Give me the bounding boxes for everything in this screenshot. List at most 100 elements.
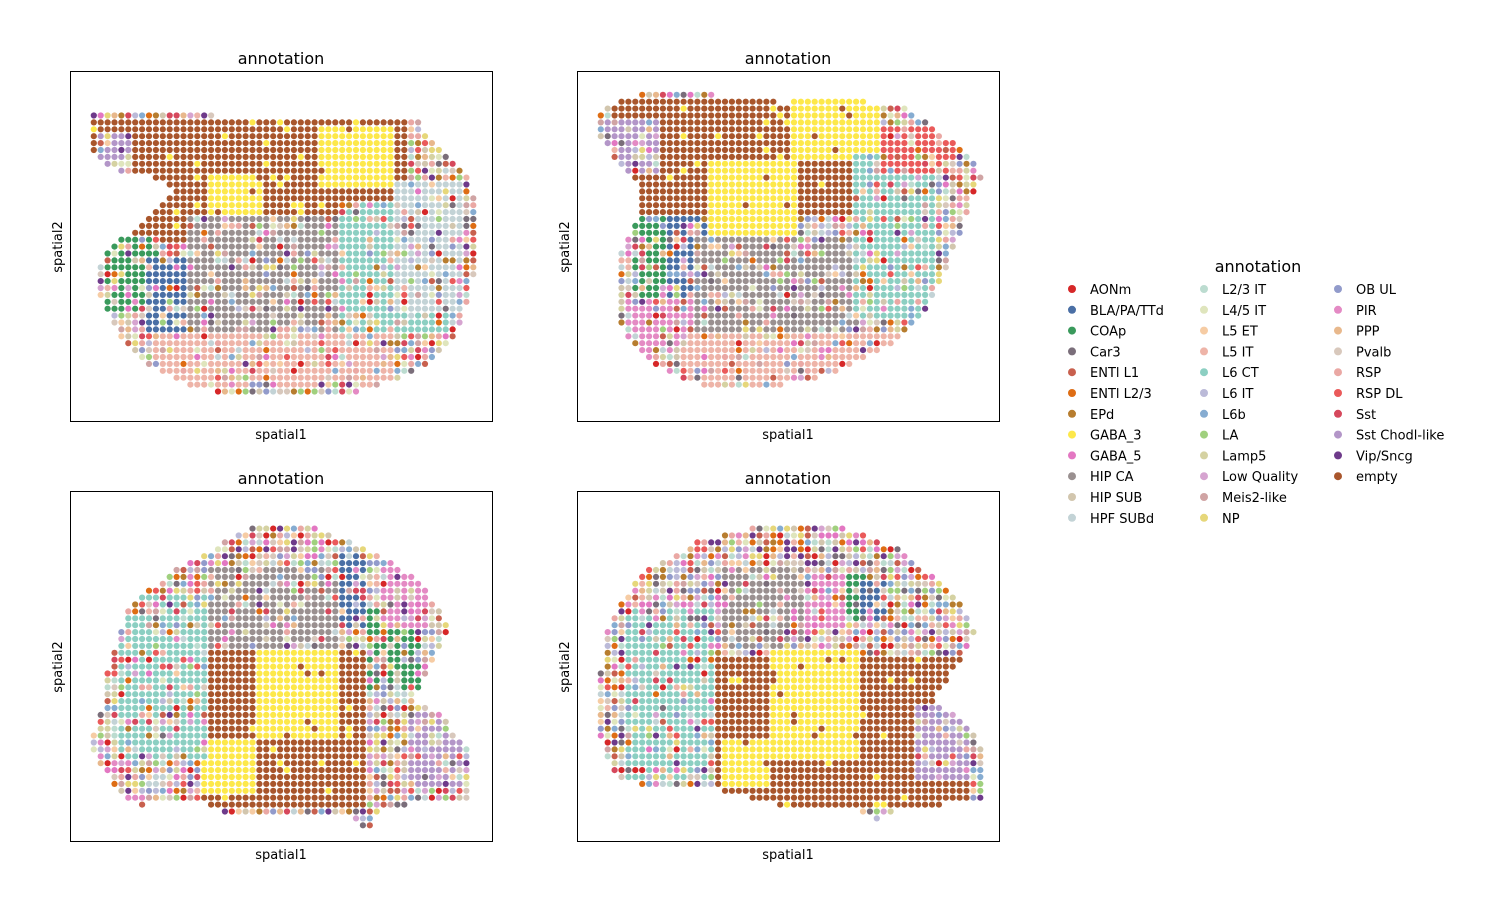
spot xyxy=(187,326,194,333)
spot xyxy=(887,119,894,126)
spot xyxy=(235,222,242,229)
spot xyxy=(339,670,346,677)
spot xyxy=(721,305,729,312)
spot xyxy=(408,264,415,271)
spot xyxy=(742,257,749,264)
spot xyxy=(859,257,867,264)
spot xyxy=(173,140,180,147)
spot xyxy=(618,160,625,167)
spot xyxy=(963,181,970,188)
spot xyxy=(659,271,667,278)
spot xyxy=(145,236,153,243)
spot xyxy=(694,202,701,209)
spot xyxy=(208,202,215,209)
spot xyxy=(139,670,146,677)
spot xyxy=(380,271,387,278)
spot xyxy=(728,140,736,147)
spot xyxy=(935,167,943,174)
spot xyxy=(839,298,846,305)
spot xyxy=(208,209,215,216)
spot xyxy=(401,195,408,202)
spot xyxy=(139,153,146,160)
spot xyxy=(283,367,291,374)
spot xyxy=(415,222,422,229)
spot xyxy=(208,629,215,636)
spot xyxy=(173,284,180,292)
spot xyxy=(442,229,449,236)
spot xyxy=(463,264,470,271)
spot xyxy=(763,305,770,312)
spot xyxy=(228,670,235,677)
spot xyxy=(187,656,194,663)
spot xyxy=(770,360,777,367)
spot xyxy=(908,264,915,271)
spot xyxy=(708,181,715,188)
spot xyxy=(449,319,456,326)
spot xyxy=(859,209,867,216)
spot xyxy=(194,381,201,388)
spot xyxy=(853,250,860,257)
spot xyxy=(708,215,715,223)
spot xyxy=(742,112,749,119)
spot xyxy=(790,119,798,126)
spot xyxy=(290,388,297,395)
spot xyxy=(777,222,784,229)
spot xyxy=(942,250,949,257)
spot xyxy=(639,264,646,271)
spot xyxy=(208,663,215,670)
spot xyxy=(256,566,263,574)
spot xyxy=(304,691,311,698)
spot xyxy=(832,174,839,181)
spot xyxy=(680,353,687,361)
spot xyxy=(666,174,673,181)
spot xyxy=(880,305,887,312)
spot xyxy=(263,532,270,539)
spot xyxy=(415,243,422,250)
spot xyxy=(159,250,166,257)
spot xyxy=(415,195,422,202)
spot xyxy=(887,222,894,229)
spot xyxy=(680,374,687,381)
spot xyxy=(666,98,673,105)
spot xyxy=(346,635,353,643)
spot xyxy=(263,119,270,126)
spot xyxy=(263,236,270,243)
spot xyxy=(928,257,936,264)
spot xyxy=(256,222,263,229)
spot xyxy=(715,312,722,319)
spot xyxy=(694,340,701,347)
spot xyxy=(825,250,832,257)
spot xyxy=(853,112,860,119)
spot xyxy=(373,243,380,250)
spot xyxy=(373,560,380,567)
spot xyxy=(922,215,929,223)
spot xyxy=(166,319,173,326)
spot xyxy=(346,202,353,209)
spot xyxy=(145,140,153,147)
spot xyxy=(659,91,667,98)
spot xyxy=(304,573,311,581)
spot xyxy=(770,119,777,126)
spot xyxy=(708,160,715,167)
spot xyxy=(708,202,715,209)
spot xyxy=(680,188,687,195)
spot xyxy=(283,691,291,698)
spot xyxy=(456,312,463,319)
spot xyxy=(290,360,297,367)
spot xyxy=(715,146,722,154)
spot xyxy=(380,153,387,160)
spot xyxy=(853,146,860,154)
spot xyxy=(901,215,908,223)
spot xyxy=(770,209,777,216)
spot xyxy=(797,264,805,271)
spot xyxy=(715,271,722,278)
spot xyxy=(235,553,242,560)
spot xyxy=(235,560,242,567)
spot xyxy=(928,126,936,133)
spot xyxy=(680,305,687,312)
spot xyxy=(277,243,284,250)
spot xyxy=(297,704,304,712)
spot xyxy=(270,725,277,732)
spot xyxy=(311,284,318,292)
spot xyxy=(701,381,708,388)
